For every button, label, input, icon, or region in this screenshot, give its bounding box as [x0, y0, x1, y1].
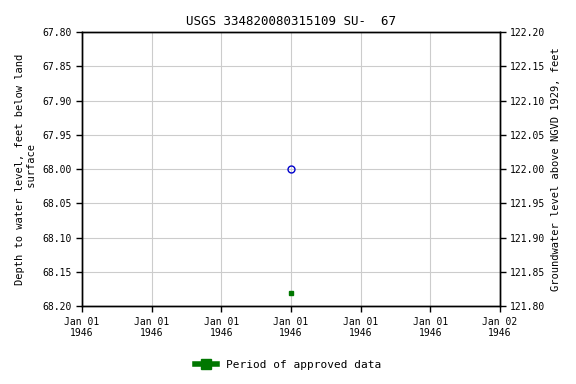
Legend: Period of approved data: Period of approved data	[191, 356, 385, 375]
Y-axis label: Depth to water level, feet below land
 surface: Depth to water level, feet below land su…	[15, 53, 37, 285]
Title: USGS 334820080315109 SU-  67: USGS 334820080315109 SU- 67	[186, 15, 396, 28]
Y-axis label: Groundwater level above NGVD 1929, feet: Groundwater level above NGVD 1929, feet	[551, 47, 561, 291]
